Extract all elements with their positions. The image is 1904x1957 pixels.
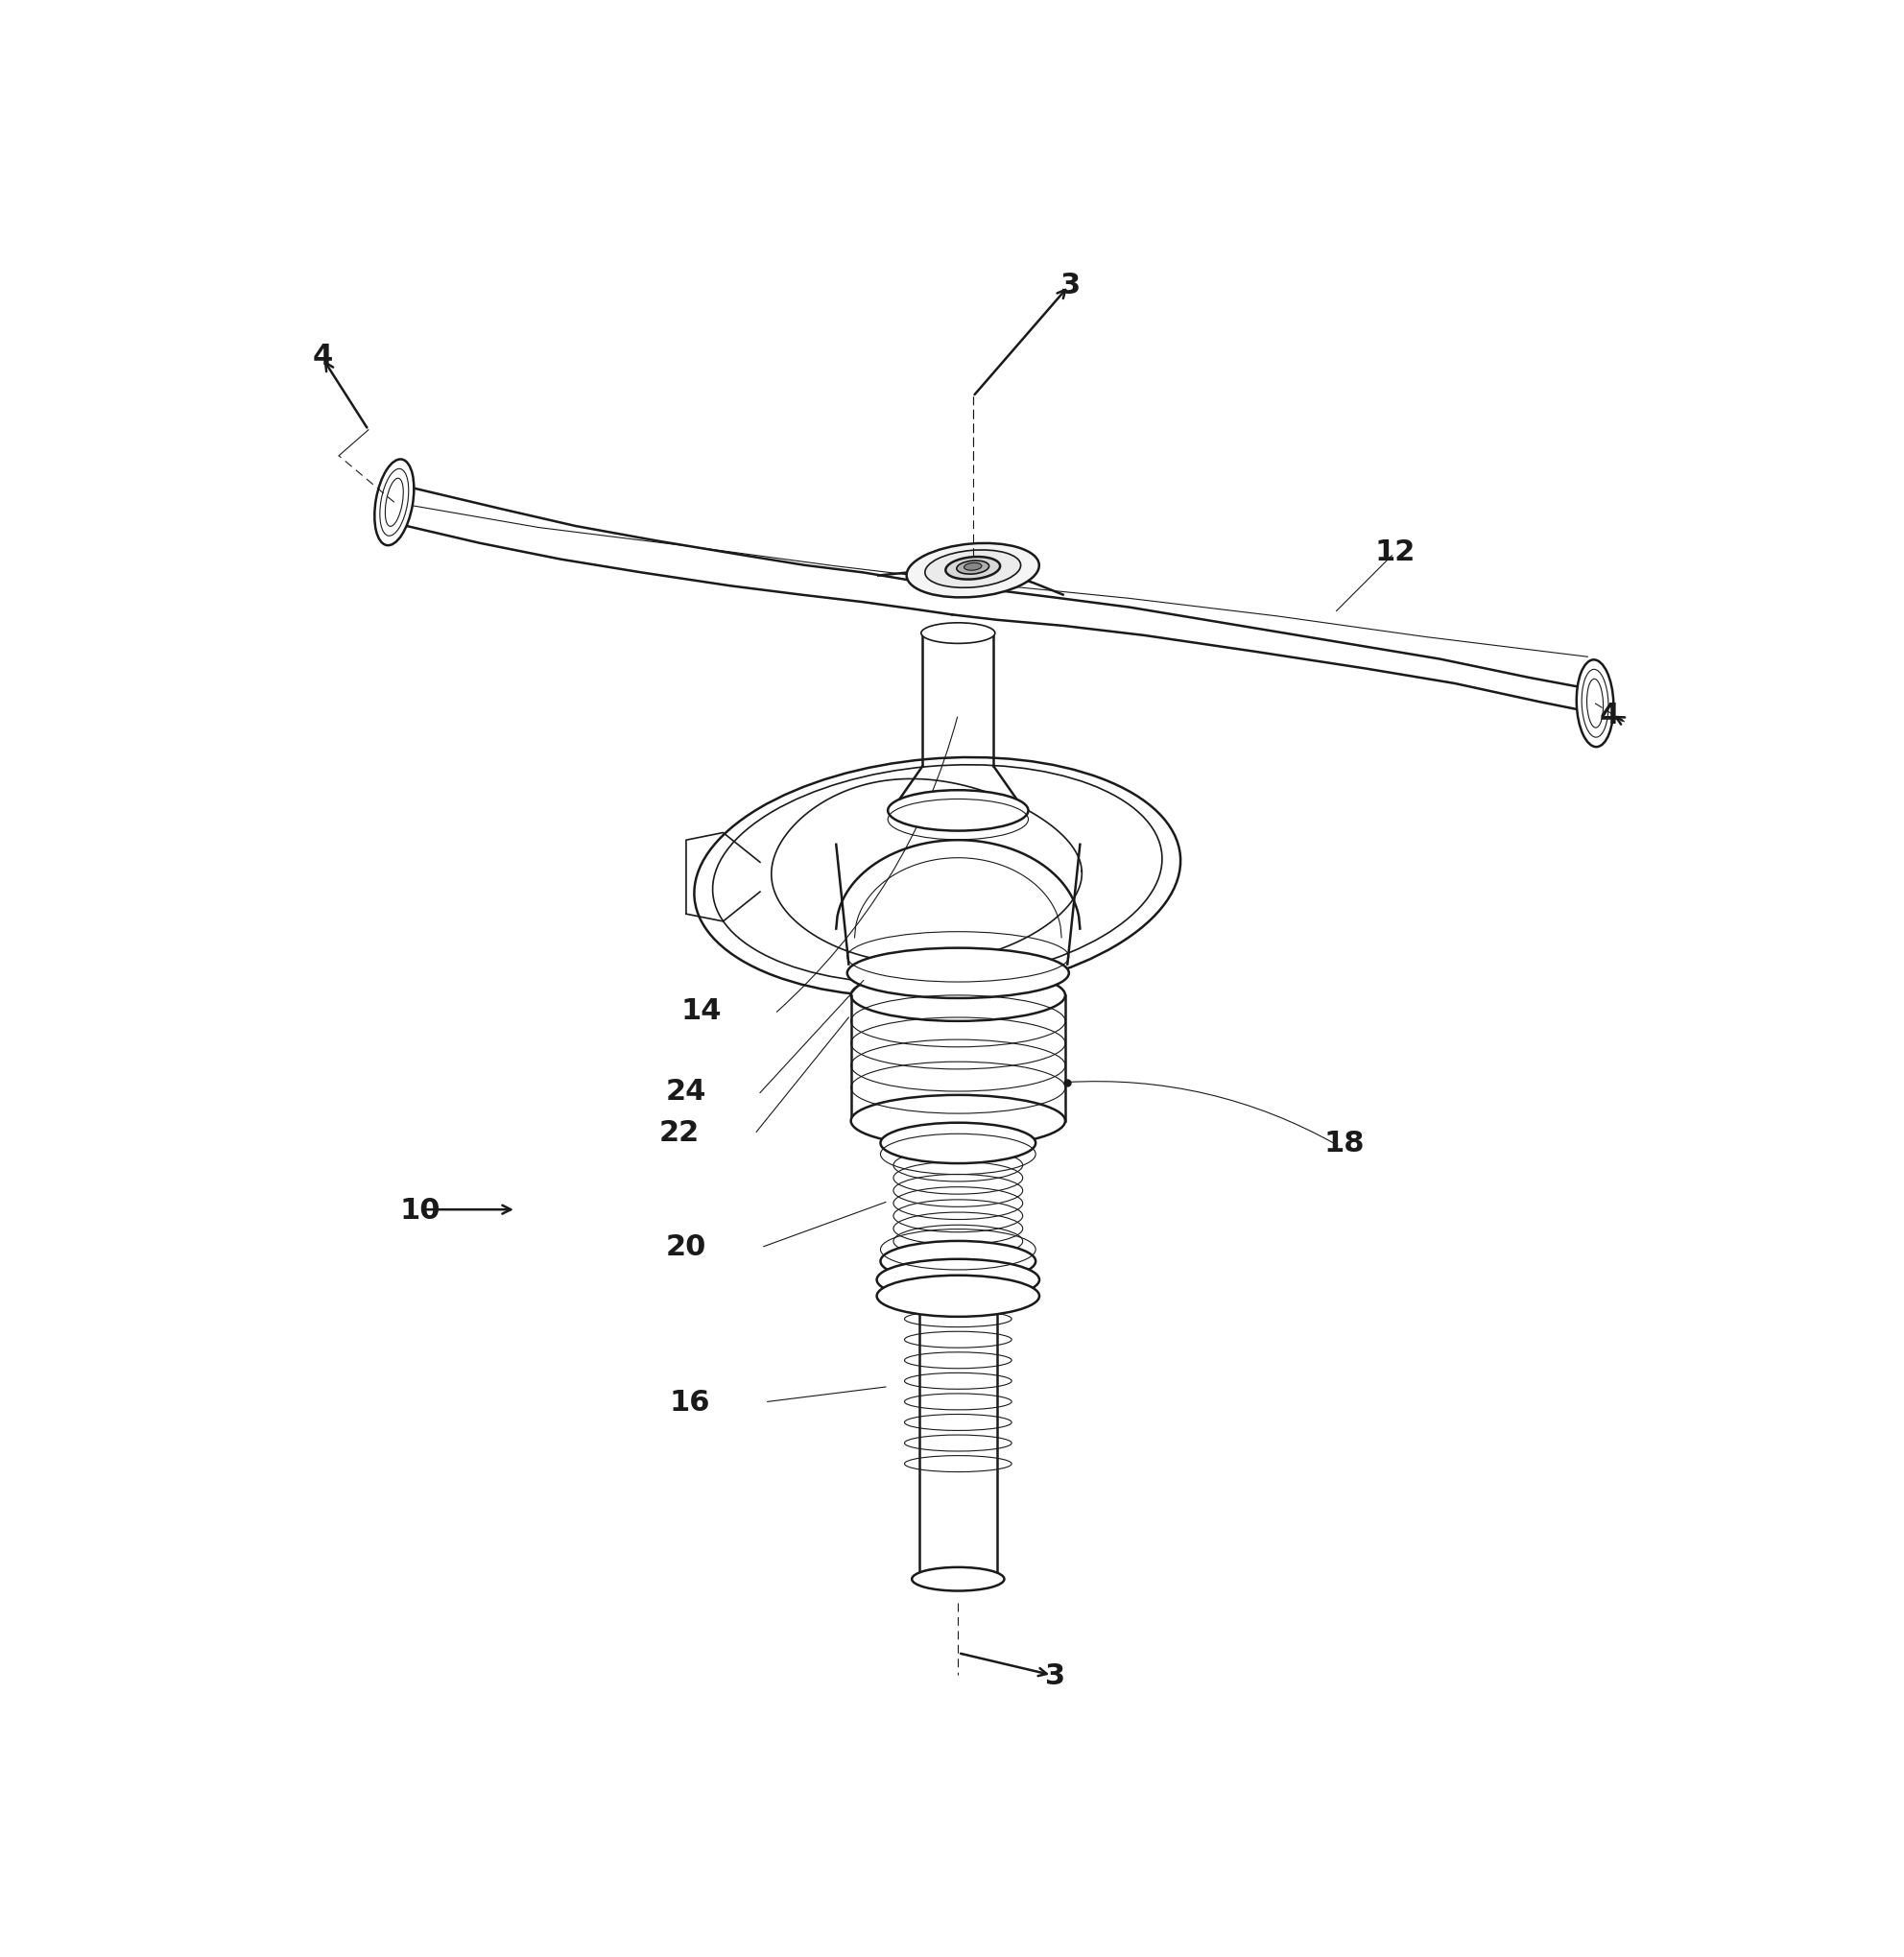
Text: 24: 24 [666, 1078, 706, 1106]
Ellipse shape [851, 971, 1064, 1022]
Ellipse shape [925, 550, 1021, 589]
Ellipse shape [906, 544, 1040, 599]
Text: 12: 12 [1375, 538, 1417, 566]
Ellipse shape [956, 562, 988, 575]
Ellipse shape [876, 1260, 1040, 1301]
Ellipse shape [695, 757, 1180, 998]
Text: 14: 14 [680, 996, 722, 1024]
Ellipse shape [1577, 660, 1613, 748]
Text: 10: 10 [400, 1196, 440, 1223]
Text: 3: 3 [1045, 1661, 1066, 1689]
Ellipse shape [887, 791, 1028, 832]
Text: 16: 16 [670, 1388, 710, 1415]
Text: 4: 4 [1599, 701, 1620, 728]
Ellipse shape [880, 1241, 1036, 1282]
Text: 4: 4 [312, 342, 333, 370]
Text: 18: 18 [1323, 1129, 1363, 1157]
Ellipse shape [912, 1568, 1003, 1591]
Text: 22: 22 [659, 1117, 699, 1147]
Ellipse shape [851, 1096, 1064, 1147]
Ellipse shape [946, 558, 1000, 579]
Text: 20: 20 [666, 1233, 706, 1260]
Text: 3: 3 [1061, 272, 1081, 299]
Ellipse shape [847, 949, 1068, 998]
Ellipse shape [922, 624, 996, 644]
Ellipse shape [963, 564, 982, 571]
Ellipse shape [876, 1276, 1040, 1317]
Ellipse shape [375, 460, 413, 546]
Ellipse shape [880, 1123, 1036, 1164]
